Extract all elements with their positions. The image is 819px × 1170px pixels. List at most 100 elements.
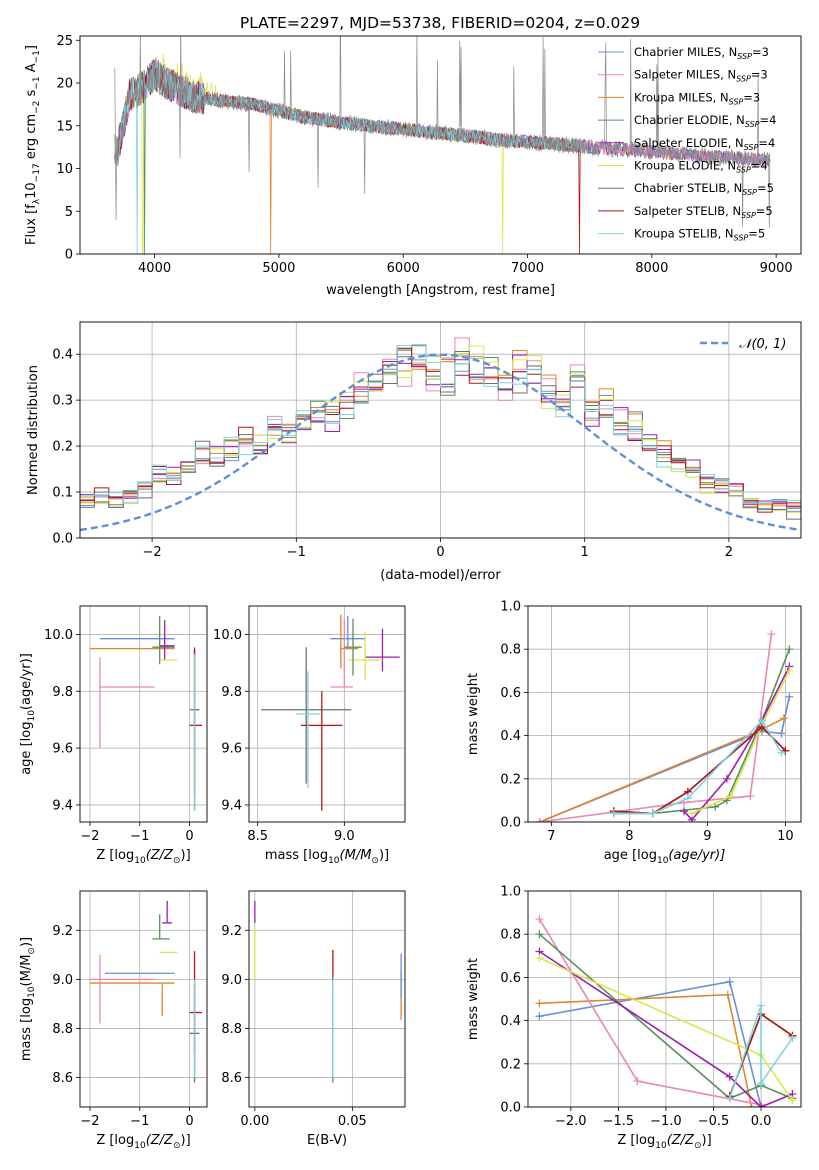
x-tick-label: 9 [703,829,711,844]
weight-point-kroupa_miles [747,1103,756,1107]
weight-point-salpeter_miles [767,630,776,639]
y-tick-label: 20 [56,77,73,92]
x-tick-label: −2 [80,1114,99,1129]
legend: Chabrier MILES, NSSP=3 Salpeter MILES, NS… [598,45,776,243]
y-tick-label: 10.0 [44,628,73,643]
legend-label: Kroupa STELIB, NSSP=5 [634,227,765,243]
x-tick-label: 0.05 [338,1114,367,1129]
weight-point-chabrier_miles [777,729,786,738]
weight-line-kroupa_stelib [728,1005,794,1099]
y-tick-label: 0.6 [500,686,521,701]
y-tick-label: 9.6 [52,742,73,757]
legend-label: Salpeter MILES, NSSP=3 [634,68,768,84]
legend-label: Salpeter STELIB, NSSP=5 [634,204,773,220]
weight-point-kroupa_stelib [777,748,786,757]
x-tick-label: 0 [185,829,193,844]
weight-point-salpeter_elodie [725,1072,734,1081]
y-tick-label: 0.4 [52,348,73,363]
weight-point-kroupa_miles [535,999,544,1008]
x-tick-label: 7000 [511,261,544,276]
weight-point-chabrier_elodie [535,930,544,939]
weight-point-kroupa_stelib [683,794,692,803]
y-tick-label: 10 [56,162,73,177]
y-tick-label: 0.0 [500,816,521,831]
x-axis-label: E(B-V) [307,1133,347,1148]
x-tick-label: 9000 [760,261,793,276]
y-tick-label: 0.3 [52,394,73,409]
x-tick-label: 9.0 [334,829,355,844]
x-axis-label: Z [log10(Z/Z⊙)] [96,1133,190,1151]
legend-label: Salpeter ELODIE, NSSP=4 [634,136,775,152]
weight-point-kroupa_stelib [758,716,766,725]
weight-line-salpeter_elodie [538,950,793,1107]
errorbars [261,614,400,811]
axes-frame [248,890,406,1108]
weight-point-kroupa_stelib [648,809,657,818]
panel-weight_vs_Z: −2.0 −1.5 −1.0 −0.5 0.0 0.0 0.2 0.4 0.6 0.8 1.0 Z [… [466,885,802,1151]
panel-age_vs_mass: 8.5 9.0 9.4 9.6 9.8 10.0 mass [log10(M/M⊙)] [213,605,406,866]
x-tick-label: 6000 [387,261,420,276]
y-tick-label: 0.2 [500,772,521,787]
y-tick-label: 9.0 [221,973,242,988]
y-tick-label: 9.6 [221,742,242,757]
x-axis-label: age [log10(age/yr)] [604,848,726,866]
x-tick-label: 1 [581,545,589,560]
y-tick-label: 8.8 [221,1022,242,1037]
y-tick-label: 0 [65,248,73,263]
x-tick-label: 4000 [138,261,171,276]
y-tick-label: 0.8 [500,928,521,943]
y-tick-label: 9.0 [52,973,73,988]
x-tick-label: 10 [777,829,794,844]
y-tick-label: 0.4 [500,729,521,744]
x-axis-label: wavelength [Angstrom, rest frame] [326,283,555,298]
y-axis-label: Normed distribution [26,365,41,495]
histogram-salpeter_stelib [80,347,801,538]
panel-mass_vs_ebv: 0.00 0.05 8.6 8.8 9.0 9.2 E(B-V) [221,890,406,1148]
histograms [80,337,801,538]
weight-point-kroupa_stelib [757,1001,766,1010]
weight-line-kroupa_elodie [691,670,791,815]
weight-point-kroupa_stelib [725,1094,734,1103]
errorbars [89,900,203,1083]
y-axis-label: mass weight [466,673,481,755]
weight-point-chabrier_miles [785,692,794,701]
x-tick-label: −2.0 [555,1114,587,1129]
legend-label: Kroupa ELODIE, NSSP=4 [634,159,768,175]
panel-age_vs_Z: −2 −1 0 9.4 9.6 9.8 10.0 Z [log10(Z/Z⊙)] age [lo… [19,605,208,866]
y-tick-label: 0.6 [500,971,521,986]
spectrum-lines [114,36,771,254]
y-tick-label: 0.4 [500,1014,521,1029]
x-axis-label: Z [log10(Z/Z⊙)] [96,848,190,866]
y-tick-label: 15 [56,119,73,134]
axes-frame [527,605,802,823]
weight-point-kroupa_elodie [785,666,794,675]
y-axis-label: mass [log10(M/M⊙)] [19,937,37,1061]
x-tick-label: 0 [436,545,444,560]
gaussian-curve [80,353,801,532]
y-tick-label: 1.0 [500,600,521,615]
y-tick-label: 1.0 [500,885,521,900]
y-tick-label: 0.2 [500,1057,521,1072]
legend-label: Chabrier MILES, NSSP=3 [634,45,769,61]
y-tick-label: 0.8 [500,643,521,658]
axes-frame [79,35,802,255]
histogram-kroupa_stelib [80,345,801,538]
panel-spectrum: 4000 5000 6000 7000 8000 9000 0 5 10 15 20 25 wavele… [24,34,802,298]
y-tick-label: 0.2 [52,440,73,455]
x-tick-label: 8000 [635,261,668,276]
spectrum-observed [114,36,771,229]
legend-label: Chabrier STELIB, NSSP=5 [634,181,774,197]
weight-point-salpeter_elodie [722,774,731,783]
axes-frame [79,605,208,823]
x-tick-label: −1.5 [603,1114,635,1129]
y-tick-label: 8.6 [221,1071,242,1086]
y-tick-label: 5 [65,205,73,220]
weight-point-chabrier_elodie [785,645,794,654]
weight-lines [535,630,794,822]
y-tick-label: 9.4 [52,798,73,813]
axes-frame [79,321,802,539]
weight-point-kroupa_stelib [609,809,618,818]
weight-point-chabrier_miles [725,977,734,986]
panel-mass_vs_Z: −2 −1 0 8.6 8.8 9.0 9.2 Z [log10(Z/Z⊙)] mass [lo… [19,890,208,1151]
